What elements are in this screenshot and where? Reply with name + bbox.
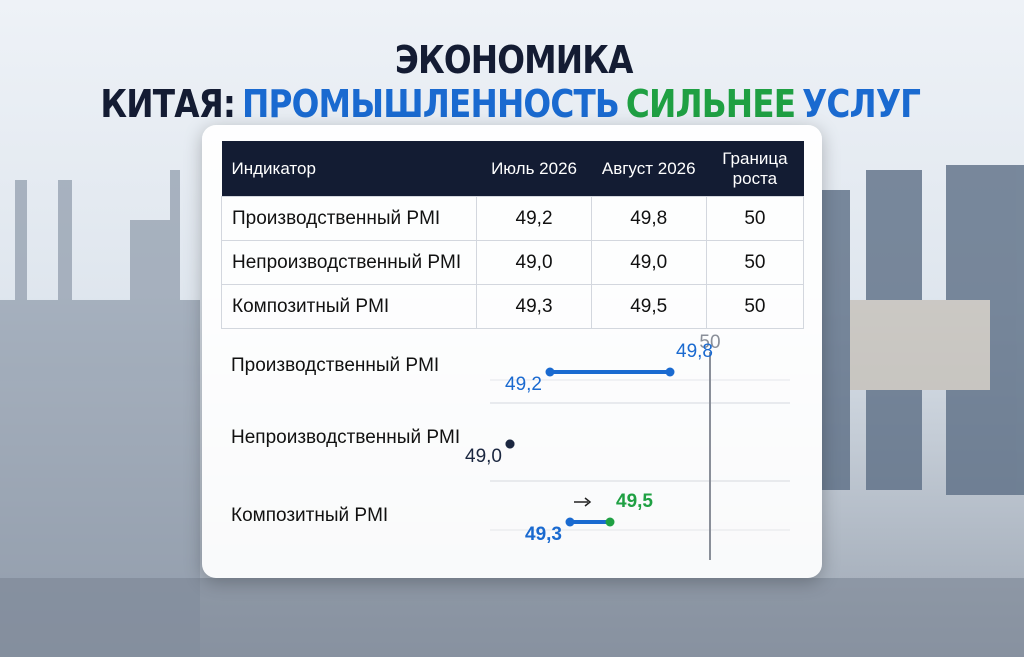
table-cell: 50 (705, 284, 805, 329)
table-cell: 49,3 (476, 284, 592, 329)
value-label: 49,0 (465, 446, 502, 467)
title-part: ЭКОНОМИКА КИТАЯ: (100, 38, 633, 126)
table-row: Непроизводственный PMI 49,0 49,0 50 (220, 240, 805, 285)
column-header: Индикатор (221, 141, 477, 197)
table-cell: 49,8 (590, 196, 707, 241)
dot (565, 517, 575, 527)
category-label: Производственный PMI (231, 355, 439, 376)
table-row: Производственный PMI 49,2 49,8 50 (220, 196, 805, 241)
value-label: 49,5 (616, 491, 653, 512)
table-cell: 50 (705, 240, 805, 285)
arrow-head (584, 497, 592, 507)
category-label: Непроизводственный PMI (231, 427, 460, 448)
value-label: 49,2 (505, 374, 542, 395)
dot (605, 517, 615, 527)
table-row: Композитный PMI 49,3 49,5 50 (220, 284, 805, 329)
reference-label: 50 (699, 332, 720, 353)
title-part: УСЛУГ (802, 82, 921, 126)
dot (505, 439, 515, 449)
dot (545, 367, 555, 377)
title: ЭКОНОМИКА КИТАЯ: ПРОМЫШЛЕННОСТЬ СИЛЬНЕЕ УСЛ… (72, 38, 953, 126)
table-cell: Производственный PMI (220, 196, 478, 241)
table-cell: 49,0 (590, 240, 707, 285)
table-cell: Композитный PMI (220, 284, 478, 329)
value-label: 49,3 (525, 524, 562, 545)
title-part: ПРОМЫШЛЕННОСТЬ (242, 82, 620, 126)
column-header: Июль 2026 (476, 141, 592, 197)
table-cell: 50 (705, 196, 805, 241)
table: Индикатор Июль 2026 Август 2026 Граница рос… (220, 141, 805, 329)
title-part: СИЛЬНЕЕ (625, 82, 796, 126)
category-label: Композитный PMI (231, 505, 388, 526)
column-header: Граница роста (706, 141, 804, 197)
dot (665, 367, 675, 377)
column-header: Август 2026 (591, 141, 707, 197)
table-cell: Непроизводственный PMI (220, 240, 478, 285)
table-cell: 49,2 (476, 196, 592, 241)
value-label: 49,8 (676, 341, 713, 362)
table-cell: 49,0 (476, 240, 592, 285)
